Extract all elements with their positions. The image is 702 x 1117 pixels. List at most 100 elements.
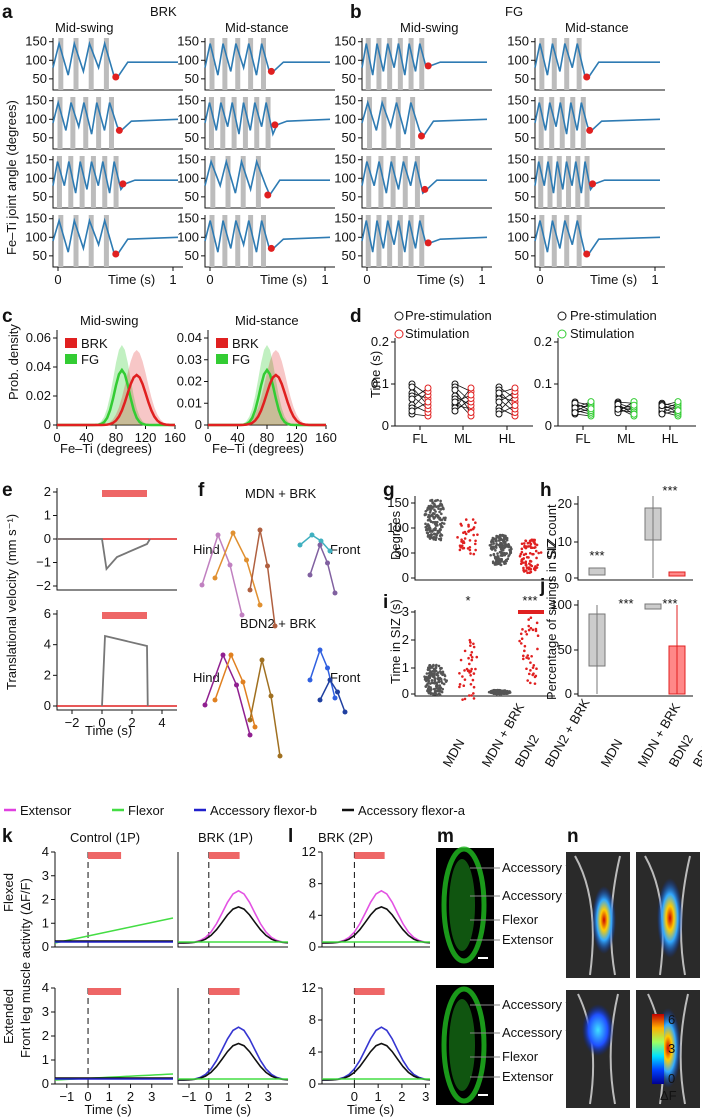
data-point <box>529 542 532 546</box>
kl-xlabel: Time (s) <box>85 1102 132 1117</box>
data-point <box>429 670 432 673</box>
data-point <box>523 649 526 653</box>
leg-joint <box>220 652 226 658</box>
panel-n-letter: n <box>567 826 579 847</box>
data-point <box>426 508 429 512</box>
panel-b-letter: b <box>350 2 362 23</box>
muscle-axes <box>177 852 288 948</box>
data-point <box>458 671 461 675</box>
leg-segment <box>201 532 243 616</box>
d2-y-label: 0.2 <box>534 334 552 349</box>
ab-y-label: 150 <box>507 211 529 226</box>
data-point <box>429 682 432 685</box>
panel-f-hind-2: Hind <box>193 670 220 685</box>
data-point <box>525 667 528 671</box>
g-y-label: 150 <box>387 495 409 510</box>
panel-b-group: FG <box>505 4 523 19</box>
data-point <box>437 504 440 508</box>
data-point <box>527 628 531 632</box>
ab-y-label: 50 <box>33 248 47 263</box>
stim-bar <box>564 215 570 267</box>
legend-pre-marker <box>557 311 567 321</box>
data-point <box>438 516 442 520</box>
data-point <box>433 692 436 696</box>
stim-bar <box>365 215 371 267</box>
data-point <box>442 522 446 525</box>
stim-bar <box>209 215 215 267</box>
stim-bar <box>222 38 228 90</box>
leg-joint <box>199 582 205 588</box>
panel-k-row2: Extended <box>1 989 16 1044</box>
joint-angle-trace <box>52 217 179 256</box>
data-point <box>425 679 428 683</box>
group-label-3-left: BDN2 <box>512 732 542 770</box>
d1-x-label: FL <box>412 431 427 446</box>
data-point <box>429 686 432 689</box>
ab-y-label: 150 <box>25 93 47 108</box>
kl-y-label: 3 <box>42 1004 49 1019</box>
leg-joint <box>215 532 221 538</box>
trace-axes <box>361 215 492 268</box>
stim-bar <box>376 215 382 267</box>
stim-bar <box>570 97 576 149</box>
legend-k: Extensor Flexor Accessory flexor-b Acces… <box>4 803 466 818</box>
panel-n-images <box>566 852 700 1108</box>
velocity-axes <box>56 488 177 591</box>
data-point <box>438 534 442 538</box>
data-point <box>434 527 437 530</box>
ab-y-label: 150 <box>177 152 199 167</box>
data-point <box>469 673 472 677</box>
trace-axes <box>204 97 335 150</box>
leg-joint <box>317 647 323 653</box>
c2-x-label: 160 <box>315 430 337 445</box>
stim-bar <box>265 97 271 149</box>
i-star-1: * <box>465 593 470 608</box>
data-point <box>500 551 503 555</box>
ab-y-label: 50 <box>515 130 529 145</box>
kl-y-label: 0 <box>309 1076 316 1091</box>
muscle-label: Extensor <box>502 932 554 947</box>
stim-bar <box>584 156 590 208</box>
ab-y-label: 50 <box>185 189 199 204</box>
d2-y-label: 0.1 <box>534 376 552 391</box>
panel-h-ylabel: SIZ count <box>544 504 559 560</box>
kl-x-label: 2 <box>127 1089 134 1104</box>
data-point <box>423 675 426 678</box>
data-point <box>458 683 462 686</box>
data-point <box>425 675 428 679</box>
g-y-label: 0 <box>402 570 409 585</box>
data-point <box>525 566 529 570</box>
g-y-label: 50 <box>395 545 409 560</box>
kl-x-label: −1 <box>59 1089 74 1104</box>
j-axes <box>577 600 693 697</box>
trace-axes <box>52 156 183 209</box>
data-point <box>462 541 466 545</box>
ab-x-label: 1 <box>169 272 176 287</box>
data-point <box>502 538 506 542</box>
data-point <box>472 697 476 700</box>
data-point <box>435 663 438 667</box>
data-point <box>474 521 477 525</box>
panel-f-letter: f <box>198 480 205 501</box>
data-point <box>526 541 530 545</box>
trace-axes <box>534 97 665 150</box>
ab-y-label: 150 <box>507 93 529 108</box>
data-point <box>435 536 438 540</box>
data-point <box>487 690 491 694</box>
e2-y-label: 0 <box>44 698 51 713</box>
panel-a-group: BRK <box>150 4 177 19</box>
data-point <box>533 542 536 545</box>
data-point <box>458 548 462 552</box>
leg-segment <box>299 534 331 552</box>
data-point <box>472 645 476 649</box>
ab-y-label: 50 <box>515 71 529 86</box>
data-point <box>505 538 509 542</box>
kl-y-label: 1 <box>42 915 49 930</box>
data-point <box>475 655 479 659</box>
joint-angle-trace <box>204 158 330 197</box>
data-point <box>529 563 532 567</box>
e2-y-label: 6 <box>44 606 51 621</box>
leg-joint <box>332 590 338 596</box>
data-point <box>470 658 474 662</box>
